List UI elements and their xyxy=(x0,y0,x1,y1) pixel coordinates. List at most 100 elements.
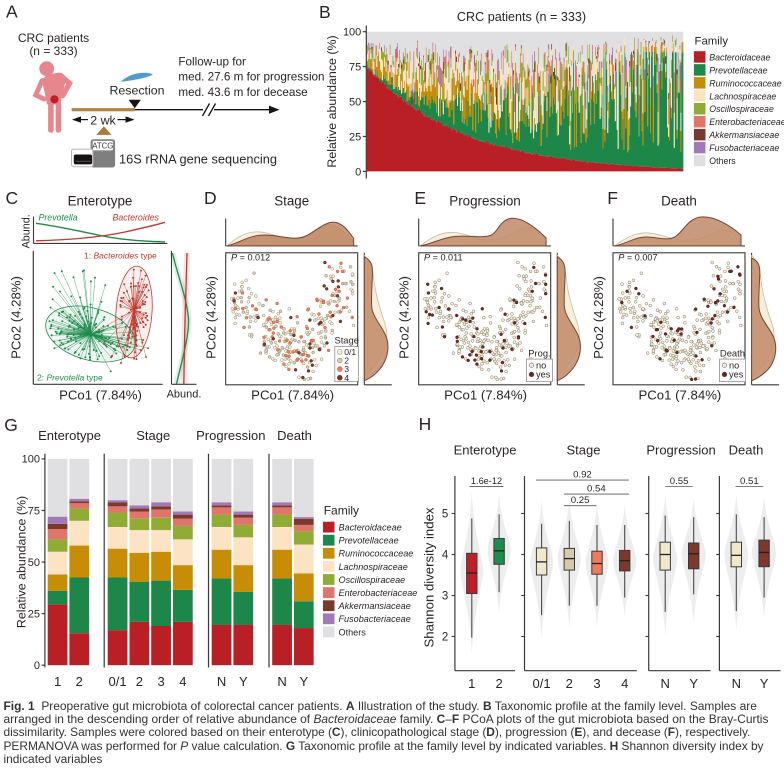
svg-text:Relative abundance (%): Relative abundance (%) xyxy=(325,35,339,167)
svg-text:2: Prevotella type: 2: Prevotella type xyxy=(37,372,103,382)
svg-text:Resection: Resection xyxy=(109,83,164,97)
svg-text:Lachnospiraceae: Lachnospiraceae xyxy=(339,562,408,572)
svg-text:50: 50 xyxy=(349,96,361,108)
svg-text:Lachnospiraceae: Lachnospiraceae xyxy=(709,91,776,101)
svg-text:yes: yes xyxy=(536,370,551,380)
svg-text:3: 3 xyxy=(157,674,164,689)
svg-text:Prevotellaceae: Prevotellaceae xyxy=(709,65,767,75)
svg-text:Ruminococcaceae: Ruminococcaceae xyxy=(339,549,414,559)
svg-text:0.55: 0.55 xyxy=(670,476,689,487)
svg-text:75: 75 xyxy=(349,62,361,74)
svg-text:E: E xyxy=(414,188,426,208)
svg-text:PCo2 (4.28%): PCo2 (4.28%) xyxy=(204,276,219,359)
svg-text:Others: Others xyxy=(339,627,367,637)
svg-text:no: no xyxy=(536,361,546,371)
svg-text:Bacteroides: Bacteroides xyxy=(113,213,160,223)
svg-text:0/1: 0/1 xyxy=(344,347,356,357)
svg-text:2: 2 xyxy=(344,356,349,366)
svg-text:Bacteroidaceae: Bacteroidaceae xyxy=(709,52,770,62)
svg-text:Stage: Stage xyxy=(136,428,170,443)
svg-text:Enterobacteriaceae: Enterobacteriaceae xyxy=(339,588,418,598)
svg-text:H: H xyxy=(419,414,432,434)
svg-text:0.92: 0.92 xyxy=(573,470,592,481)
svg-text:0.54: 0.54 xyxy=(587,484,606,495)
svg-text:2: 2 xyxy=(495,676,502,691)
svg-text:Ruminococcaceae: Ruminococcaceae xyxy=(709,78,781,88)
svg-text:PCo1 (7.84%): PCo1 (7.84%) xyxy=(59,388,142,403)
svg-text:PCo2 (4.28%): PCo2 (4.28%) xyxy=(397,276,412,359)
svg-text:Follow-up for: Follow-up for xyxy=(178,55,246,68)
svg-text:50: 50 xyxy=(28,557,40,569)
svg-text:no: no xyxy=(729,361,739,371)
svg-text:Y: Y xyxy=(239,674,248,689)
svg-text:F: F xyxy=(607,188,618,208)
svg-text:Fusobacteriaceae: Fusobacteriaceae xyxy=(709,143,779,153)
svg-text:Stage: Stage xyxy=(274,194,309,209)
svg-text:Enterotype: Enterotype xyxy=(454,443,517,458)
svg-text:G: G xyxy=(4,415,18,435)
svg-text:4: 4 xyxy=(621,676,628,691)
svg-text:1.6e-12: 1.6e-12 xyxy=(471,476,502,486)
svg-text:PCo1 (7.84%): PCo1 (7.84%) xyxy=(444,388,527,403)
svg-text:Death: Death xyxy=(729,443,764,458)
svg-text:2: 2 xyxy=(136,674,143,689)
svg-text:3: 3 xyxy=(442,590,448,602)
svg-text:CRC patients (n = 333): CRC patients (n = 333) xyxy=(457,10,586,24)
svg-text:CRC patients: CRC patients xyxy=(18,31,89,45)
svg-text:Akkermansiaceae: Akkermansiaceae xyxy=(708,130,779,140)
svg-text:0/1: 0/1 xyxy=(109,674,127,689)
svg-text:B: B xyxy=(319,2,331,22)
svg-text:Abund.: Abund. xyxy=(167,389,202,401)
svg-text:Progression: Progression xyxy=(646,443,715,458)
svg-text:Fusobacteriaceae: Fusobacteriaceae xyxy=(339,614,411,624)
svg-text:D: D xyxy=(204,188,217,208)
svg-text:2: 2 xyxy=(442,631,448,643)
svg-text:A: A xyxy=(6,2,18,22)
svg-text:Prevotellaceae: Prevotellaceae xyxy=(339,536,399,546)
svg-text:Death: Death xyxy=(277,428,312,443)
svg-text:16S rRNA gene sequencing: 16S rRNA gene sequencing xyxy=(119,151,277,166)
svg-text:0: 0 xyxy=(355,166,361,178)
svg-text:Bacteroidaceae: Bacteroidaceae xyxy=(339,523,402,533)
svg-text:5: 5 xyxy=(442,508,448,520)
svg-text:Enterotype: Enterotype xyxy=(68,194,133,209)
svg-text:ATCG: ATCG xyxy=(92,142,113,151)
svg-text:2: 2 xyxy=(76,674,83,689)
svg-text:3: 3 xyxy=(593,676,600,691)
svg-text:0.51: 0.51 xyxy=(740,476,759,487)
svg-text:Progression: Progression xyxy=(196,428,265,443)
svg-text:25: 25 xyxy=(28,608,40,620)
svg-text:100: 100 xyxy=(22,454,40,466)
svg-text:1: 1 xyxy=(468,676,475,691)
svg-text:1: Bacteroides type: 1: Bacteroides type xyxy=(84,251,157,261)
svg-text:Y: Y xyxy=(760,676,769,691)
svg-text:Enterotype: Enterotype xyxy=(38,428,101,443)
svg-text:4: 4 xyxy=(344,373,349,383)
svg-text:Stage: Stage xyxy=(567,443,601,458)
svg-text:Death: Death xyxy=(661,194,697,209)
svg-text:Abund.: Abund. xyxy=(21,214,33,248)
svg-text:Stage: Stage xyxy=(334,334,359,345)
svg-text:Family: Family xyxy=(324,503,359,517)
svg-text:2 wk: 2 wk xyxy=(90,113,116,127)
svg-text:75: 75 xyxy=(28,505,40,517)
svg-text:Others: Others xyxy=(709,156,736,166)
svg-text:0: 0 xyxy=(34,660,40,672)
svg-text:0/1: 0/1 xyxy=(533,676,551,691)
svg-text:P = 0.012: P = 0.012 xyxy=(231,253,270,263)
svg-text:P = 0.007: P = 0.007 xyxy=(618,253,657,263)
svg-text:N: N xyxy=(277,674,286,689)
svg-text:Enterobacteriaceae: Enterobacteriaceae xyxy=(709,117,784,127)
svg-text:Family: Family xyxy=(695,36,729,48)
svg-text:Prog.: Prog. xyxy=(528,348,550,359)
svg-text:1: 1 xyxy=(54,674,61,689)
svg-text:Progression: Progression xyxy=(449,194,520,209)
svg-text:0.25: 0.25 xyxy=(571,495,590,506)
svg-text:Oscillospiraceae: Oscillospiraceae xyxy=(709,104,774,114)
svg-text:Shannon diversity index: Shannon diversity index xyxy=(421,507,436,647)
svg-text:P = 0.011: P = 0.011 xyxy=(424,253,463,263)
svg-text:Prevotella: Prevotella xyxy=(39,213,78,223)
svg-text:Relative abundance (%): Relative abundance (%) xyxy=(15,496,29,628)
svg-text:med. 27.6 m for progression: med. 27.6 m for progression xyxy=(178,71,324,84)
svg-text:N: N xyxy=(661,676,670,691)
